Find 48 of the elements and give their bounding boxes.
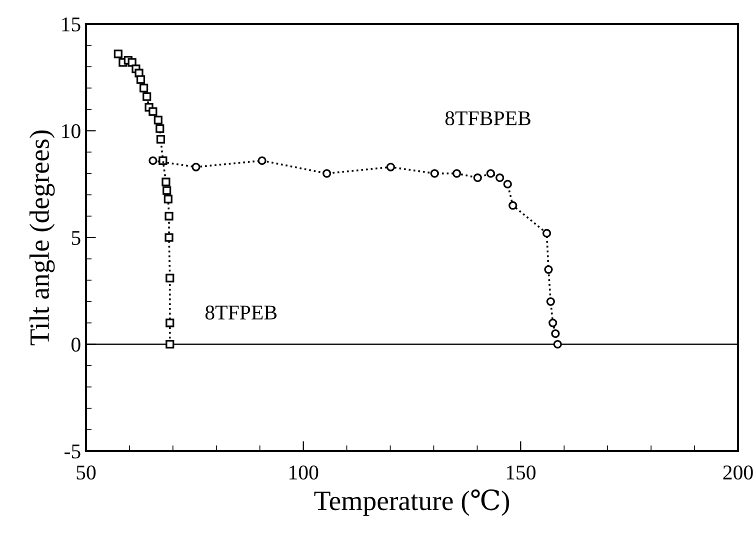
point <box>140 84 148 92</box>
point <box>142 92 152 101</box>
annotation: 8TFBPEB <box>445 111 530 126</box>
point <box>544 265 553 274</box>
point <box>508 201 518 210</box>
point <box>542 228 552 238</box>
point <box>166 274 174 282</box>
y-tick-label: 5 <box>72 231 80 245</box>
point <box>114 50 122 58</box>
point <box>164 233 174 242</box>
point <box>546 297 555 306</box>
y-axis-title: Tilt angle (degrees) <box>29 130 55 346</box>
point <box>486 169 495 178</box>
point <box>551 329 560 338</box>
x-axis-title: Temperature (℃) <box>314 489 510 516</box>
point <box>192 162 200 172</box>
y-tick-label: 15 <box>62 17 80 32</box>
y-tick-label: 10 <box>62 124 80 138</box>
point <box>154 116 162 124</box>
point <box>430 169 439 178</box>
point <box>156 134 166 144</box>
point <box>322 169 332 178</box>
point <box>166 340 174 349</box>
point <box>164 212 174 220</box>
point <box>503 180 512 188</box>
point <box>452 169 462 178</box>
y-tick-label: -5 <box>64 444 80 458</box>
point <box>258 156 266 165</box>
point <box>164 194 172 204</box>
x-tick-label: 150 <box>506 465 536 480</box>
point <box>162 186 172 195</box>
point <box>166 318 174 328</box>
point <box>162 178 170 186</box>
point <box>495 173 504 182</box>
point <box>148 156 158 165</box>
point <box>148 107 158 116</box>
annotation: 8TFPEB <box>205 306 277 320</box>
point <box>473 173 482 182</box>
point <box>553 340 562 349</box>
point <box>386 162 396 172</box>
x-tick-label: 200 <box>723 465 753 480</box>
point <box>136 75 146 84</box>
point <box>156 124 164 133</box>
x-tick-label: 50 <box>76 465 96 480</box>
point <box>548 318 558 328</box>
point <box>158 156 168 165</box>
x-tick-label: 100 <box>290 465 318 480</box>
y-tick-label: 0 <box>72 338 80 352</box>
